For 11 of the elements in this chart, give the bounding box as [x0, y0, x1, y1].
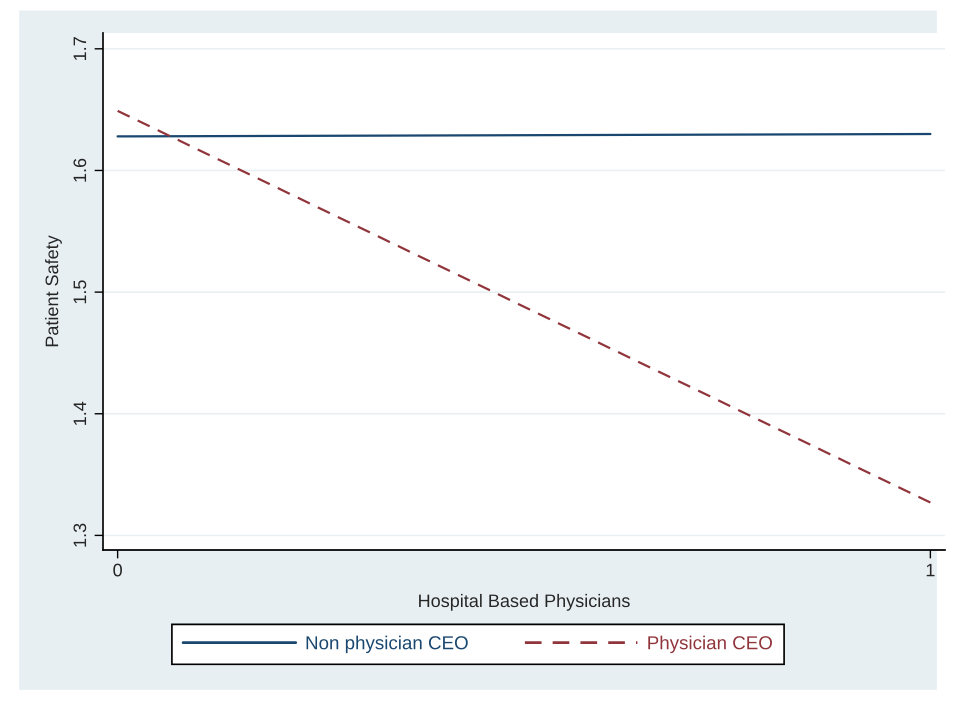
y-tick-label: 1.6 — [73, 158, 86, 182]
y-tick-label: 1.5 — [74, 280, 86, 304]
text: Physician CEO — [648, 636, 772, 654]
y-tick-label: 1.4 — [74, 402, 86, 425]
y-axis-title: Patient Safety — [45, 235, 62, 346]
x-axis-title: Hospital Based Physicians — [419, 594, 630, 611]
x-tick-label: 0 — [113, 564, 122, 576]
text: Non physician CEO — [306, 636, 468, 654]
y-tick-label: 1.3 — [73, 524, 86, 547]
x-tick-label: 1 — [926, 564, 935, 576]
y-tick-label: 1.7 — [74, 37, 86, 60]
